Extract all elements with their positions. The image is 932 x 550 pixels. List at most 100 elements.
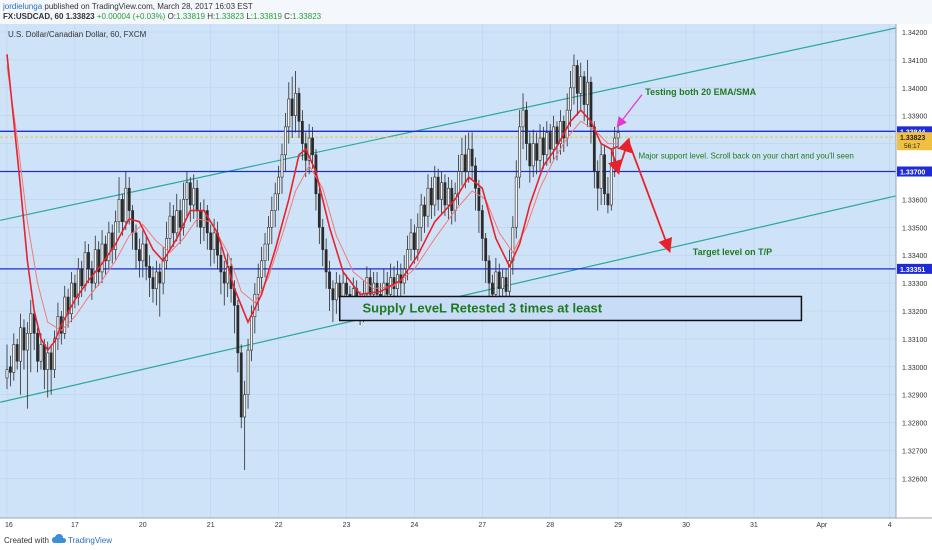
candle-body [433,176,437,206]
candle-body [443,182,447,206]
projection-arrow [627,140,672,253]
candle-body [117,199,121,223]
candle-body [300,120,304,144]
plot-background [0,24,896,518]
ohlc-close-label: C: [284,12,293,21]
candle-body [256,277,260,295]
support-lines [0,130,896,270]
candle-body [535,143,539,161]
candle-body [80,268,84,287]
candle-body [273,193,277,211]
x-tick-label: 29 [614,522,622,529]
candle-body [501,277,505,289]
ema-note: Testing both 20 EMA/SMA [645,87,756,97]
ohlc-low-label: L: [246,12,254,21]
chart-header: jordielunga published on TradingView.com… [0,0,932,24]
candle-body [144,243,148,267]
candle-body [290,98,294,116]
candle-body [423,204,426,217]
footer: Created with TradingView [0,530,932,550]
candle-body [209,232,213,250]
y-tick-label: 1.34000 [902,86,927,93]
candle-body [450,187,454,211]
ohlc-high: 1.33823 [215,12,245,21]
price-chart[interactable]: Testing both 20 EMA/SMA Major support lev… [0,24,932,530]
symbol-info: FX:USDCAD, 60 1.33823 +0.00004 (+0.03%) … [3,12,321,21]
candle-body [457,171,460,195]
candle-body [263,243,267,262]
candle-body [345,282,348,295]
candle-body [185,182,189,200]
x-tick-label: 30 [682,522,690,529]
countdown-label: 56:17 [904,143,921,150]
candle-body [124,187,128,223]
price-tag-bg [897,126,932,137]
tradingview-brand[interactable]: TradingView [68,536,113,545]
x-tick-label: 4 [888,522,892,529]
y-tick-label: 1.32700 [902,449,927,456]
candle-body [416,227,420,250]
candle-body [487,260,491,284]
candle-body [8,366,12,373]
candle-body [39,344,43,362]
candle-body [114,221,118,250]
price-tag-label: 1.33351 [900,267,925,274]
candle-body [518,126,522,178]
candle-body [212,232,216,250]
candle-body [280,154,284,178]
x-tick-label: 20 [139,522,147,529]
candle-body [480,210,484,239]
candle-body [83,252,87,287]
candle-body [317,193,321,228]
candle-body [582,76,586,105]
candle-body [334,282,338,301]
candle-body [616,132,620,139]
candle-body [182,199,185,228]
candle-body [545,132,549,156]
author-link[interactable]: jordielunga [3,2,43,11]
candle-body [586,81,589,105]
ohlc-open-label: O: [167,12,177,21]
candle-body [572,65,576,89]
price-axis[interactable]: 1.342001.341001.340001.339001.338001.337… [897,30,932,483]
candle-body [324,249,328,273]
candle-body [463,154,467,172]
candle-body [46,352,50,370]
candle-body [29,313,33,334]
candle-body [267,227,270,245]
candle-body [188,182,192,206]
candle-body [148,266,151,278]
ohlc-high-label: H: [207,12,216,21]
publish-info: jordielunga published on TradingView.com… [3,2,253,11]
annotations: Testing both 20 EMA/SMA Major support lev… [338,87,854,322]
y-tick-label: 1.33100 [902,337,927,344]
price-tag-label: 1.33700 [900,170,925,177]
candle-body [15,344,19,362]
time-axis[interactable]: 16 17 20 21 22 23 24 27 28 29 30 31 Apr 4 [5,522,892,529]
candle-body [277,176,281,195]
candle-body [331,288,335,301]
candle-body [178,210,182,228]
candle-body [548,132,552,150]
candle-body [328,271,331,289]
candle-body [97,249,101,273]
candle-body [474,165,477,189]
x-tick-label: 17 [71,522,79,529]
candle-body [569,87,572,111]
x-tick-label: 31 [750,522,758,529]
y-tick-label: 1.33000 [902,365,927,372]
candle-body [338,282,342,298]
created-with-text: Created with [4,536,49,545]
candle-body [477,187,481,211]
candle-body [579,76,583,94]
last-price: 1.33823 [65,12,95,21]
candle-body [426,187,430,217]
supply-note: Supply LeveL Retested 3 times at least [362,301,602,316]
candle-body [609,165,613,206]
time-axis-background [0,518,932,530]
x-tick-label: 28 [546,522,554,529]
candle-body [246,349,250,395]
candle-body [175,210,179,234]
supply-zone-box [338,295,803,322]
candle-body [53,338,56,370]
